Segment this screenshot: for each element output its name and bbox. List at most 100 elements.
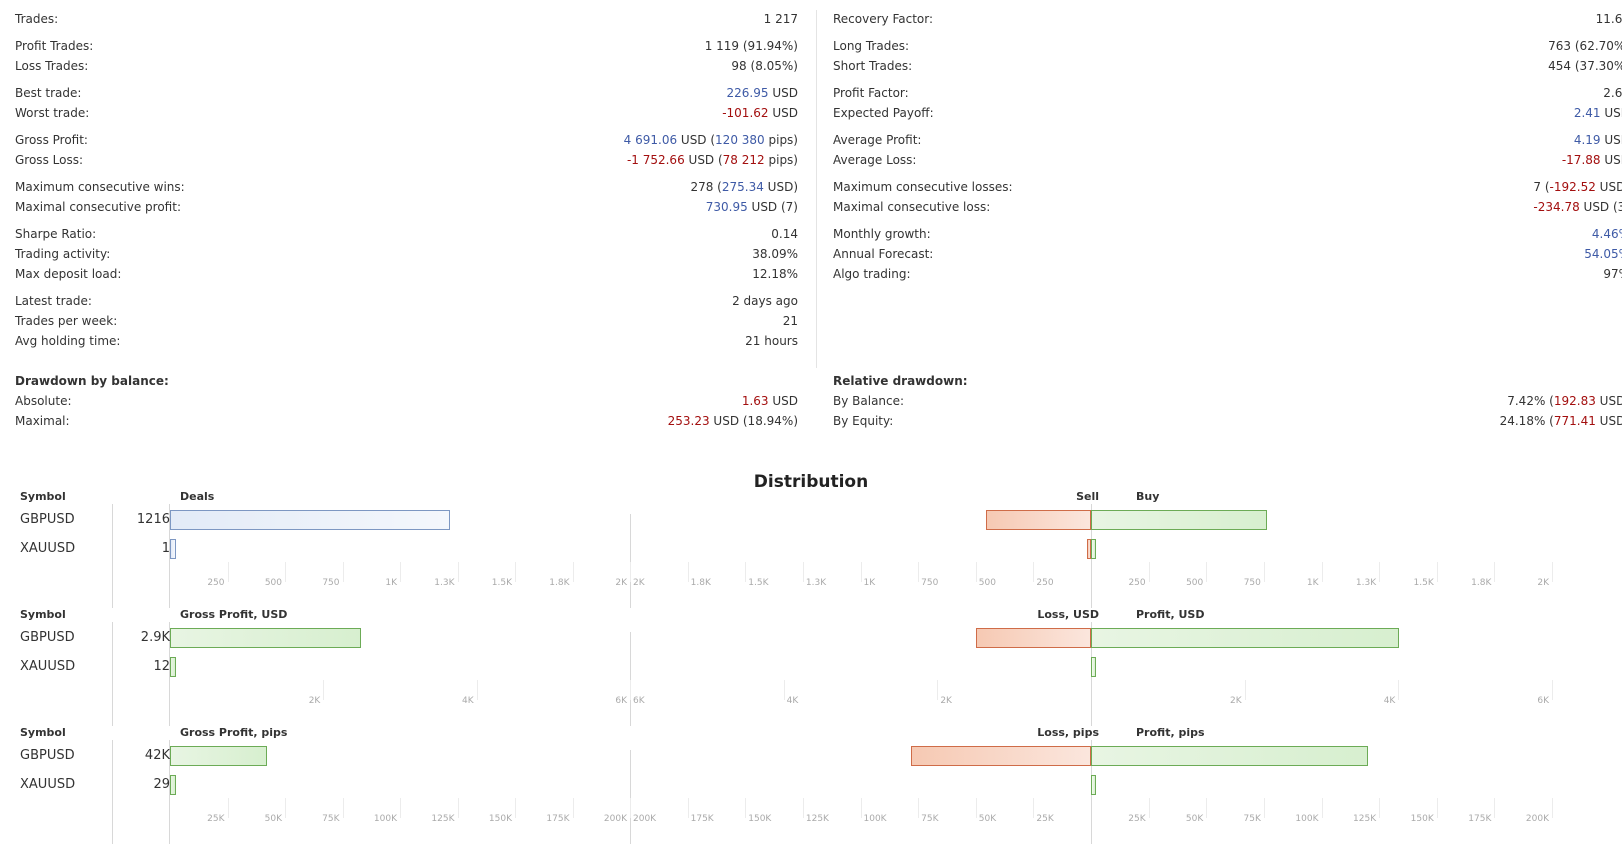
tick-label: 25K	[1128, 814, 1146, 824]
tick-line	[1244, 680, 1246, 700]
tick-label: 500	[1186, 578, 1204, 588]
stat-row-expected-payoff: Expected Payoff: 2.41 USD	[833, 104, 1622, 122]
value-text: USD	[768, 106, 798, 120]
stat-value: 4.19 USD	[1574, 131, 1622, 149]
symbol-value: 42K	[144, 748, 170, 763]
negative-side-header: Sell	[1076, 490, 1099, 503]
stat-row-gross-loss: Gross Loss: -1 752.66 USD (78 212 pips)	[15, 151, 798, 169]
tick-label: 500	[264, 578, 282, 588]
tick-label: 750	[1243, 578, 1261, 588]
value-text: USD	[768, 86, 798, 100]
negative-value: -17.88	[1561, 153, 1601, 167]
tick-label: 150K	[1410, 814, 1434, 824]
distribution-title: Distribution	[753, 472, 869, 492]
stat-value: 12.18%	[752, 265, 798, 283]
positive-value: 54.05%	[1584, 247, 1622, 261]
tick-label: 100K	[863, 814, 887, 824]
stat-row-maximum-consecutive-losses: Maximum consecutive losses: 7 (-192.52 US…	[833, 178, 1622, 196]
stat-value: 1 119 (91.94%)	[705, 37, 798, 55]
stat-label: Maximal:	[15, 414, 70, 428]
axis-line	[169, 740, 170, 844]
symbol-header: Symbol	[20, 490, 66, 503]
stat-label: Expected Payoff:	[833, 106, 934, 120]
tick-line	[227, 798, 229, 818]
stat-label: Trading activity:	[15, 247, 111, 261]
value-text: 454 (37.30%)	[1548, 59, 1622, 73]
negative-value: 1.63	[741, 394, 769, 408]
tick-line	[342, 562, 344, 582]
tick-line	[1552, 562, 1553, 582]
symbol-name: GBPUSD	[20, 748, 75, 763]
stat-row-maximum-consecutive-wins: Maximum consecutive wins: 278 (275.34 USD…	[15, 178, 798, 196]
axis-line	[630, 750, 631, 844]
negative-bar	[986, 510, 1091, 530]
left-bar	[170, 539, 176, 559]
stat-label: By Equity:	[833, 414, 894, 428]
tick-line	[975, 798, 977, 818]
stat-label: Short Trades:	[833, 59, 913, 73]
tick-label: 1.3K	[805, 578, 827, 588]
tick-label: 50K	[978, 814, 997, 824]
column-divider	[816, 10, 817, 368]
tick-line	[1552, 680, 1553, 700]
stat-value: 98 (8.05%)	[731, 57, 798, 75]
stat-label: By Balance:	[833, 394, 905, 408]
value-text: USD (	[677, 133, 716, 147]
negative-value: -101.62	[722, 106, 769, 120]
tick-label: 125K	[1353, 814, 1377, 824]
negative-value: 771.41	[1553, 414, 1596, 428]
tick-line	[1552, 798, 1553, 818]
stat-row-monthly-growth: Monthly growth: 4.46%	[833, 225, 1622, 243]
value-text: USD (	[684, 153, 723, 167]
stat-label: Loss Trades:	[15, 59, 89, 73]
symbol-value: 2.9K	[140, 630, 170, 645]
stat-label: Drawdown by balance:	[15, 374, 169, 388]
value-text: USD)	[763, 180, 798, 194]
stat-row-loss-trades: Loss Trades: 98 (8.05%)	[15, 57, 798, 75]
stat-row-relative-drawdown: Relative drawdown:	[833, 372, 1622, 390]
tick-label: 2K	[1230, 696, 1242, 706]
tick-label: 2K	[940, 696, 952, 706]
tick-line	[1398, 680, 1400, 700]
positive-value: 4 691.06	[623, 133, 678, 147]
negative-bar	[1087, 539, 1091, 559]
tick-line	[745, 562, 747, 582]
tick-label: 1K	[385, 578, 397, 588]
tick-label: 4K	[462, 696, 474, 706]
negative-value: -192.52	[1549, 180, 1596, 194]
tick-label: 150K	[488, 814, 512, 824]
tick-label: 200K	[603, 814, 627, 824]
tick-label: 150K	[748, 814, 772, 824]
tick-label: 6K	[615, 696, 627, 706]
distribution-chart: Symbol Gross Profit, USD Loss, USD Profit, …	[0, 608, 1622, 728]
value-text: 38.09%	[752, 247, 798, 261]
stat-label: Sharpe Ratio:	[15, 227, 97, 241]
tick-line	[860, 562, 862, 582]
stat-label: Avg holding time:	[15, 334, 121, 348]
stat-label: Relative drawdown:	[833, 374, 968, 388]
tick-label: 75K	[322, 814, 340, 824]
tick-line	[1148, 798, 1150, 818]
tick-line	[476, 680, 478, 700]
stat-label: Maximal consecutive profit:	[15, 200, 181, 214]
stat-row-average-profit: Average Profit: 4.19 USD	[833, 131, 1622, 149]
tick-label: 125K	[805, 814, 829, 824]
stat-label: Gross Profit:	[15, 133, 88, 147]
stat-row-average-loss: Average Loss: -17.88 USD	[833, 151, 1622, 169]
value-text: USD	[1604, 106, 1622, 120]
tick-line	[1321, 798, 1323, 818]
stat-value: 21 hours	[745, 332, 798, 350]
stat-value: 24.18% (771.41 USD)	[1500, 412, 1622, 430]
stat-label: Maximum consecutive losses:	[833, 180, 1013, 194]
tick-label: 175K	[690, 814, 714, 824]
value-text: USD	[1604, 153, 1622, 167]
stat-row-gross-profit: Gross Profit: 4 691.06 USD (120 380 pips)	[15, 131, 798, 149]
value-text: 763 (62.70%)	[1548, 39, 1622, 53]
positive-bar	[1091, 746, 1368, 766]
symbol-name: GBPUSD	[20, 512, 75, 527]
stat-row-best-trade: Best trade: 226.95 USD	[15, 84, 798, 102]
trading-stats: Trades: 1 217 Profit Trades: 1 119 (91.94%)…	[15, 10, 1622, 450]
positive-value: 226.95	[726, 86, 769, 100]
tick-label: 50K	[1185, 814, 1204, 824]
tick-label: 750	[921, 578, 939, 588]
